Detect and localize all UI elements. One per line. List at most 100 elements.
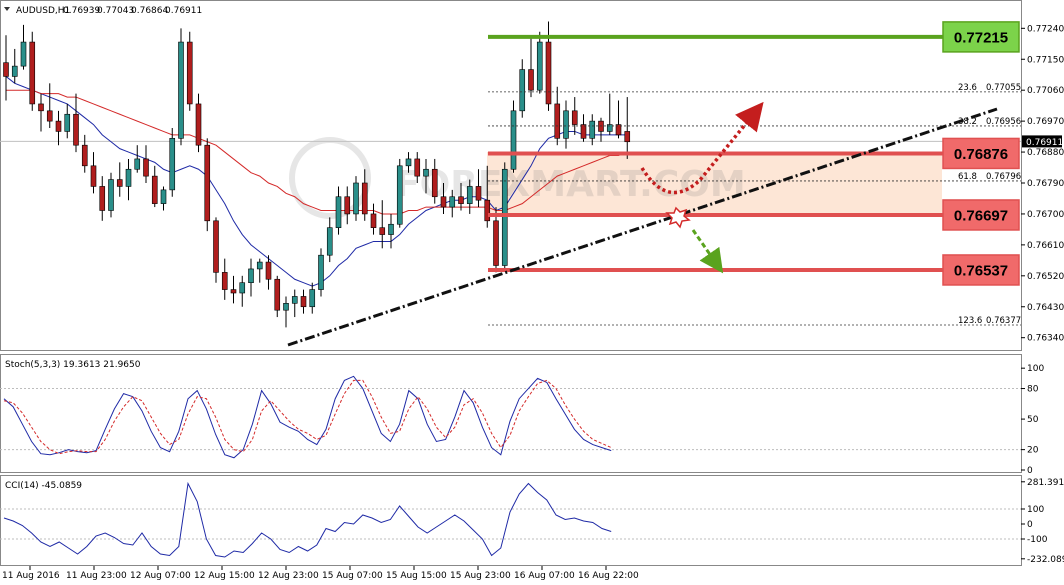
time-tick-label: 12 Aug 23:00 <box>258 571 319 581</box>
candle <box>116 162 123 197</box>
level-box <box>942 137 1020 170</box>
candle-body <box>125 168 132 187</box>
candle <box>99 176 106 221</box>
fibonacci-levels: 23.6 0.77055 38.2 0.76956 61.8 0.76796 123.6 0.… <box>488 83 1021 326</box>
candle-body <box>256 261 263 270</box>
candle-body <box>204 144 211 222</box>
candle <box>405 152 412 173</box>
candle <box>81 134 88 173</box>
price-tick-label: 0.76880 <box>1027 148 1064 158</box>
ohlc-open: 0.76939 <box>63 6 100 16</box>
fib-value-label: 0.76956 <box>986 117 1021 127</box>
candle-body <box>213 220 219 273</box>
watermark-logo <box>289 137 371 219</box>
time-tick-label: 15 Aug 07:00 <box>322 571 383 581</box>
ohlc-high: 0.77043 <box>97 6 134 16</box>
axis-labels: 0.77240 0.77150 0.77060 0.76970 0.76880 0.767… <box>2 24 1064 581</box>
stoch-signal-line <box>3 379 612 455</box>
symbol-label: AUDUSD,H1 <box>16 6 70 16</box>
candle-body <box>169 138 176 191</box>
price-tick-label: 0.76520 <box>1027 272 1064 282</box>
candle <box>143 145 149 183</box>
price-tick-label: 0.76700 <box>1027 210 1064 220</box>
candle <box>458 183 464 211</box>
candle <box>38 93 44 132</box>
candle <box>361 169 368 221</box>
candle <box>195 93 202 153</box>
candle-body <box>134 158 141 170</box>
candle <box>256 258 263 283</box>
ma-slow-line <box>6 89 628 215</box>
breakout-star-icon <box>665 206 691 229</box>
candle <box>20 24 27 70</box>
candle-body <box>90 165 97 187</box>
candle-body <box>379 227 386 235</box>
candle <box>606 93 613 135</box>
current-price-label: 0.76911 <box>1026 138 1063 148</box>
price-label-boxes: 0.77215 0.76876 0.76697 0.76537 <box>942 21 1020 286</box>
candle <box>589 114 596 146</box>
price-tick-label: 0.77150 <box>1027 55 1064 65</box>
fib-ratio-label: 23.6 <box>958 83 977 93</box>
candle <box>344 186 351 225</box>
candle <box>283 296 289 328</box>
stoch-tick-label: 100 <box>1027 364 1044 374</box>
fib-value-label: 0.77055 <box>986 83 1021 93</box>
price-tick-label: 0.76790 <box>1027 179 1064 189</box>
candle <box>265 255 272 290</box>
candle-body <box>449 196 456 208</box>
candle <box>309 282 316 314</box>
candle-body <box>563 110 569 139</box>
candle <box>204 138 211 232</box>
candle <box>493 207 499 273</box>
fib-value-label: 0.76796 <box>986 172 1021 182</box>
candle <box>335 186 342 235</box>
fib-value-label: 0.76377 <box>986 316 1021 326</box>
candle <box>396 158 403 228</box>
candle-body <box>221 272 228 290</box>
candle <box>46 83 53 128</box>
candle-body <box>81 144 88 167</box>
symbol-dropdown-icon[interactable] <box>4 7 10 11</box>
candle-body <box>318 254 324 290</box>
price-panel <box>0 0 1022 351</box>
candle-body <box>458 196 464 204</box>
candle <box>151 165 158 208</box>
candle-body <box>108 179 114 211</box>
candle-body <box>55 120 62 132</box>
candle <box>326 217 333 263</box>
current-price-badge <box>1022 135 1062 148</box>
candle-body <box>38 103 44 112</box>
candle <box>248 258 254 297</box>
candle <box>615 100 622 139</box>
candle <box>90 152 97 194</box>
candle-body <box>335 196 342 228</box>
candle-body <box>554 103 561 139</box>
candle-body <box>3 62 9 77</box>
stochastic-lines: 100 80 50 20 0 <box>0 364 1044 476</box>
time-tick-label: 11 Aug 23:00 <box>66 571 127 581</box>
candle <box>11 48 18 84</box>
candle <box>379 200 386 249</box>
cci-title: CCI(14) -45.0859 <box>5 481 82 491</box>
candle-body <box>143 158 149 177</box>
candle-body <box>606 124 613 132</box>
candle <box>3 35 9 101</box>
candle-body <box>248 268 254 283</box>
stoch-tick-label: 80 <box>1027 385 1039 395</box>
candle <box>536 31 543 94</box>
candle-body <box>151 175 158 204</box>
candle <box>73 93 79 153</box>
candle-body <box>484 199 491 222</box>
candle-body <box>178 41 184 139</box>
candle-body <box>309 289 316 308</box>
stoch-main-line <box>3 375 612 459</box>
candle-body <box>624 131 631 143</box>
candle-body <box>536 41 543 91</box>
ohlc-close: 0.76911 <box>165 6 202 16</box>
level-box <box>942 199 1020 231</box>
candle <box>571 97 578 135</box>
price-tick-label: 0.76610 <box>1027 241 1064 251</box>
stochastic-panel <box>0 354 1022 473</box>
